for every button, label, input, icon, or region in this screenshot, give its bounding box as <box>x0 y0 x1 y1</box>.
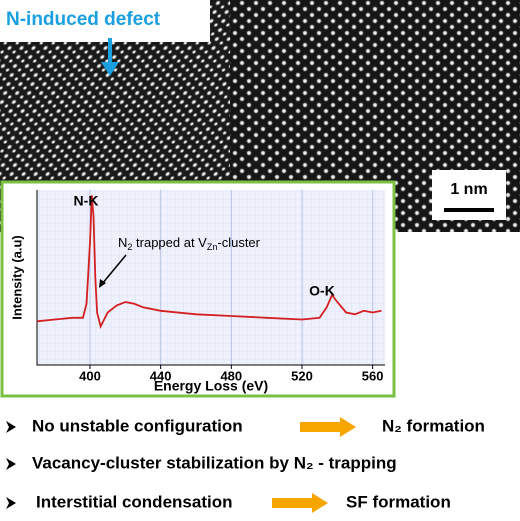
label-box <box>0 0 210 42</box>
scale-bar <box>444 208 494 212</box>
bullet-mark <box>6 421 16 433</box>
bullet-text: No unstable configuration <box>32 416 243 435</box>
annotation-arrow-head <box>99 279 106 288</box>
x-tick-label: 480 <box>220 368 242 383</box>
annotation-part: N <box>118 235 127 250</box>
image-label: N-induced defect <box>6 9 161 30</box>
scale-label: 1 nm <box>450 181 487 198</box>
bullet-result: N₂ formation <box>382 416 485 435</box>
bullet-text: Vacancy-cluster stabilization by N₂ - tr… <box>32 453 397 472</box>
defect-arrow-head <box>101 62 119 76</box>
bullet-text: Interstitial condensation <box>36 492 232 511</box>
x-axis-label: Energy Loss (eV) <box>154 378 268 394</box>
annotation-part: Zn <box>207 242 218 252</box>
annotation: N2 trapped at VZn-cluster <box>118 235 261 252</box>
result-arrow <box>272 493 328 513</box>
peak-label: O-K <box>309 283 335 299</box>
spectrum-line <box>36 195 382 330</box>
peak-label: N-K <box>74 193 99 209</box>
annotation-part: 2 <box>127 242 132 252</box>
x-tick-label: 440 <box>150 368 172 383</box>
x-tick-label: 400 <box>79 368 101 383</box>
annotation-part: trapped at V <box>132 235 207 250</box>
y-axis-label: Intensity (a.u) <box>9 235 24 320</box>
bullet-mark <box>6 458 16 470</box>
bullets: No unstable configuration N₂ formation Vac… <box>6 416 485 513</box>
annotation-arrow <box>101 254 127 285</box>
plot: 400 440 480 520 560 Energy Loss (eV) Intensity… <box>9 190 385 394</box>
x-tick-label: 560 <box>362 368 384 383</box>
bullet-result: SF formation <box>346 492 451 511</box>
result-arrow <box>300 417 356 437</box>
plot-area <box>37 190 385 365</box>
axes <box>36 190 385 366</box>
annotation-part: -cluster <box>217 235 260 250</box>
x-tick-label: 520 <box>291 368 313 383</box>
bullet-mark <box>6 497 16 509</box>
